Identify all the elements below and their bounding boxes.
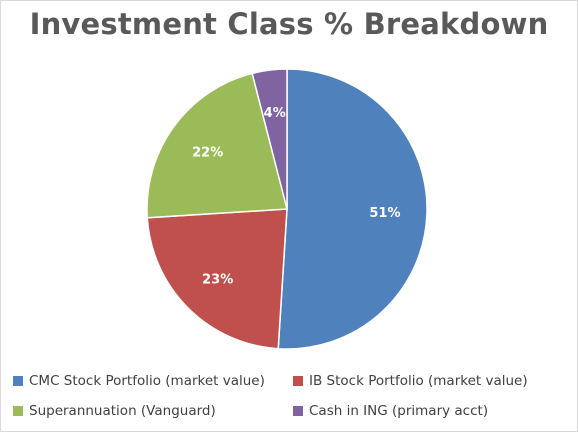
- chart-title: Investment Class % Breakdown: [29, 7, 549, 41]
- legend-label-superannuation: Superannuation (Vanguard): [29, 403, 216, 419]
- legend-swatch-superannuation: [13, 406, 23, 416]
- legend: CMC Stock Portfolio (market value) IB St…: [13, 373, 569, 433]
- legend-swatch-cmc: [13, 376, 23, 386]
- data-label-ib: 23%: [202, 272, 233, 287]
- legend-label-ib: IB Stock Portfolio (market value): [309, 373, 528, 389]
- data-label-cmc: 51%: [369, 206, 400, 221]
- pie-slice-superannuation: [146, 72, 288, 219]
- pie-slice-ib: [146, 208, 288, 350]
- legend-item-superannuation: Superannuation (Vanguard): [13, 403, 216, 419]
- legend-swatch-ib: [293, 376, 303, 386]
- pie-slice-cmc: [277, 68, 428, 350]
- legend-swatch-cash: [293, 406, 303, 416]
- pie-slice-cash: [251, 68, 288, 210]
- legend-item-cmc: CMC Stock Portfolio (market value): [13, 373, 265, 389]
- data-label-cash: 4%: [264, 106, 286, 121]
- legend-label-cmc: CMC Stock Portfolio (market value): [29, 373, 265, 389]
- data-label-superannuation: 22%: [192, 145, 223, 160]
- legend-label-cash: Cash in ING (primary acct): [309, 403, 489, 419]
- legend-item-ib: IB Stock Portfolio (market value): [293, 373, 528, 389]
- legend-item-cash: Cash in ING (primary acct): [293, 403, 488, 419]
